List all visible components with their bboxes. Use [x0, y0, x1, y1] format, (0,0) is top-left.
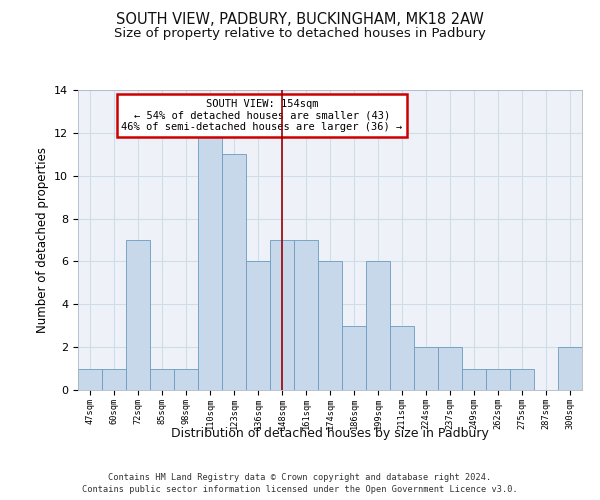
Bar [126, 240, 150, 390]
Y-axis label: Number of detached properties: Number of detached properties [35, 147, 49, 333]
Text: SOUTH VIEW: 154sqm
← 54% of detached houses are smaller (43)
46% of semi-detache: SOUTH VIEW: 154sqm ← 54% of detached hou… [121, 99, 403, 132]
Bar [510, 368, 534, 390]
Bar [414, 347, 438, 390]
Bar [462, 368, 486, 390]
Bar [246, 262, 270, 390]
Bar [270, 240, 294, 390]
Text: SOUTH VIEW, PADBURY, BUCKINGHAM, MK18 2AW: SOUTH VIEW, PADBURY, BUCKINGHAM, MK18 2A… [116, 12, 484, 28]
Bar [390, 326, 414, 390]
Text: Size of property relative to detached houses in Padbury: Size of property relative to detached ho… [114, 28, 486, 40]
Bar [150, 368, 174, 390]
Text: Contains public sector information licensed under the Open Government Licence v3: Contains public sector information licen… [82, 485, 518, 494]
Bar [78, 368, 102, 390]
Bar [318, 262, 342, 390]
Text: Distribution of detached houses by size in Padbury: Distribution of detached houses by size … [171, 428, 489, 440]
Text: Contains HM Land Registry data © Crown copyright and database right 2024.: Contains HM Land Registry data © Crown c… [109, 472, 491, 482]
Bar [438, 347, 462, 390]
Bar [558, 347, 582, 390]
Bar [342, 326, 366, 390]
Bar [294, 240, 318, 390]
Bar [102, 368, 126, 390]
Bar [174, 368, 198, 390]
Bar [486, 368, 510, 390]
Bar [198, 133, 222, 390]
Bar [222, 154, 246, 390]
Bar [366, 262, 390, 390]
